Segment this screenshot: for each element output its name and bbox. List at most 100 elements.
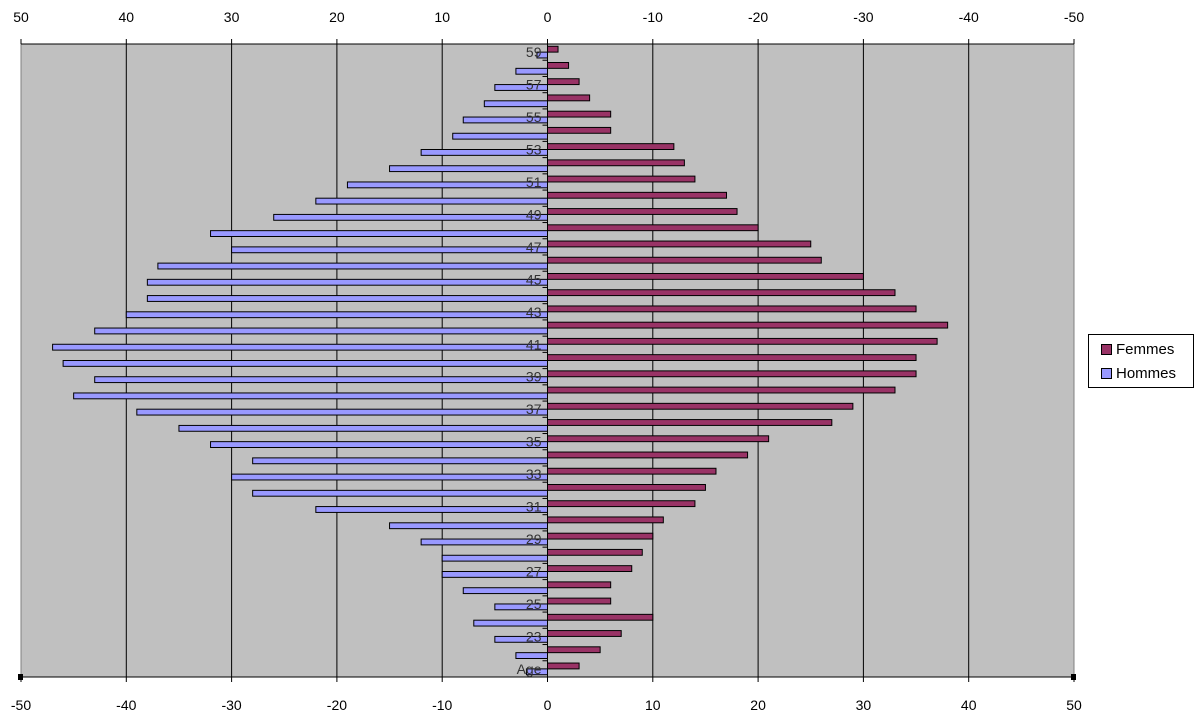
top-axis-tick-label: 0 [544, 9, 552, 25]
bar-hommes-32 [252, 489, 548, 497]
bar-femmes-23 [547, 630, 622, 637]
bar-femmes-35 [547, 435, 770, 443]
top-axis-tick-label: 50 [13, 9, 29, 25]
bar-femmes-49 [547, 208, 738, 215]
bar-femmes-27 [547, 565, 633, 572]
bar-femmes-50 [547, 191, 728, 199]
bar-hommes-58 [515, 67, 548, 75]
bar-femmes-25 [547, 597, 612, 605]
category-label: 47 [526, 239, 542, 255]
category-label: 39 [526, 369, 542, 385]
bar-hommes-48 [210, 230, 548, 237]
bar-hommes-40 [62, 360, 549, 367]
category-label: 29 [526, 531, 542, 547]
bar-hommes-39 [94, 376, 549, 384]
category-label: Age [517, 661, 542, 677]
bar-hommes-22 [515, 652, 548, 659]
bottom-axis-tick-label: 20 [750, 697, 766, 713]
bottom-axis-tick-label: 0 [544, 697, 552, 713]
bar-hommes-43 [125, 311, 549, 319]
bar-femmes-22 [547, 646, 601, 654]
bar-hommes-41 [52, 343, 549, 351]
top-axis-tick-label: -30 [853, 9, 873, 25]
category-label: 31 [526, 499, 542, 515]
bar-femmes-56 [547, 94, 591, 102]
bar-femmes-52 [547, 159, 685, 167]
legend-item-hommes: Hommes [1101, 364, 1176, 382]
bar-femmes-38 [547, 386, 896, 394]
category-label: 41 [526, 336, 542, 352]
category-label: 53 [526, 142, 542, 158]
bar-femmes-54 [547, 126, 612, 134]
legend-item-femmes: Femmes [1101, 340, 1174, 358]
category-label: 35 [526, 434, 542, 450]
category-label: 49 [526, 206, 542, 222]
bar-femmes-36 [547, 419, 833, 426]
bar-femmes-41 [547, 337, 938, 345]
bar-hommes-33 [231, 473, 548, 481]
bottom-axis-tick-label: -50 [11, 697, 31, 713]
category-label: 43 [526, 304, 542, 320]
bottom-axis-tick-label: 10 [645, 697, 661, 713]
bar-femmes-39 [547, 370, 917, 378]
legend-swatch-femmes [1101, 343, 1112, 355]
legend-label-femmes: Femmes [1116, 340, 1175, 358]
bar-hommes-24 [473, 619, 549, 627]
bar-hommes-35 [210, 441, 548, 448]
bar-femmes-58 [547, 62, 570, 69]
axis-end-marker-right [1071, 674, 1076, 680]
top-axis-tick-label: 10 [434, 9, 450, 25]
category-label: 33 [526, 466, 542, 482]
bottom-axis-tick-label: 50 [1066, 697, 1082, 713]
bar-femmes-40 [547, 354, 917, 361]
bar-hommes-37 [136, 408, 549, 416]
bar-hommes-30 [389, 522, 548, 530]
bar-femmes-31 [547, 500, 696, 508]
bar-femmes-30 [547, 516, 664, 524]
bar-femmes-44 [547, 289, 896, 297]
bar-hommes-31 [315, 506, 548, 513]
bar-femmes-43 [547, 305, 917, 313]
bar-hommes-38 [73, 392, 549, 400]
bar-femmes-32 [547, 484, 706, 491]
bar-hommes-50 [315, 197, 548, 205]
top-axis-tick-label: -10 [643, 9, 663, 25]
bar-hommes-28 [441, 554, 549, 562]
bar-femmes-51 [547, 175, 696, 183]
bar-hommes-45 [146, 278, 549, 286]
bar-femmes-33 [547, 467, 717, 475]
bar-femmes-46 [547, 256, 822, 264]
category-label: 23 [526, 628, 542, 644]
category-label: 27 [526, 564, 542, 580]
top-axis-tick-label: 30 [224, 9, 240, 25]
bar-femmes-47 [547, 240, 812, 248]
bottom-axis-tick-label: 40 [961, 697, 977, 713]
bar-femmes-42 [547, 321, 949, 329]
bar-hommes-34 [252, 457, 548, 465]
bar-hommes-51 [346, 181, 548, 189]
category-label: 25 [526, 596, 542, 612]
bar-hommes-47 [231, 246, 548, 254]
bar-femmes-Age [547, 662, 580, 670]
bar-femmes-59 [547, 45, 559, 53]
bar-femmes-45 [547, 273, 864, 280]
bar-femmes-26 [547, 581, 612, 589]
top-axis-tick-label: -40 [959, 9, 979, 25]
axis-end-marker-left [18, 674, 23, 680]
category-label: 37 [526, 401, 542, 417]
bar-hommes-26 [462, 587, 549, 595]
bar-femmes-28 [547, 548, 643, 556]
bar-femmes-34 [547, 451, 749, 459]
category-label: 55 [526, 109, 542, 125]
bar-femmes-37 [547, 402, 854, 410]
bottom-axis-tick-label: 30 [856, 697, 872, 713]
category-label: 57 [526, 77, 542, 93]
bottom-axis-tick-label: -10 [432, 697, 452, 713]
category-label: 59 [526, 44, 542, 60]
bottom-axis-tick-label: -40 [116, 697, 136, 713]
bar-hommes-46 [157, 262, 548, 270]
chart-legend: Femmes Hommes [1088, 334, 1194, 388]
bar-femmes-24 [547, 613, 654, 621]
top-axis-tick-label: -50 [1064, 9, 1084, 25]
